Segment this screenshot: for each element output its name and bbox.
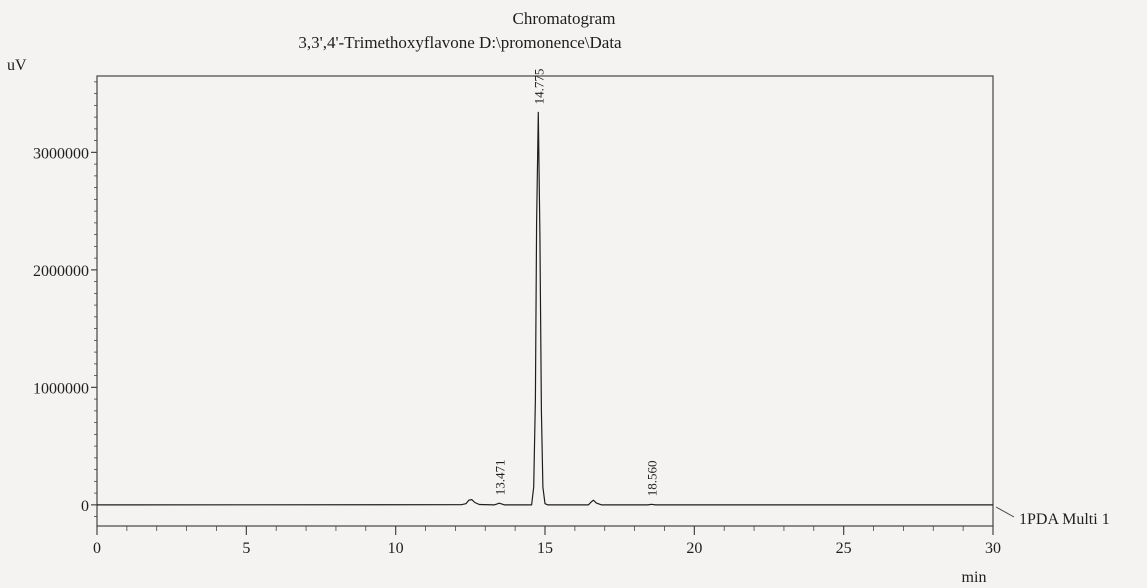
x-tick-label-1: 5 — [242, 540, 250, 557]
peak-label-2: 18.560 — [644, 461, 659, 497]
peak-labels: 13.471 14.775 18.560 — [492, 69, 659, 497]
peak-label-1: 14.775 — [531, 69, 546, 105]
y-tick-label-0: 0 — [81, 498, 89, 515]
x-axis-unit: min — [962, 569, 987, 586]
x-tick-label-4: 20 — [686, 540, 702, 557]
y-tick-label-2: 2000000 — [33, 263, 89, 280]
peak-label-0: 13.471 — [492, 459, 507, 495]
y-tick-label-3: 3000000 — [33, 145, 89, 162]
x-tick-label-6: 30 — [985, 540, 1001, 557]
signal-traces — [96, 111, 993, 506]
chart-title: Chromatogram — [513, 9, 616, 28]
x-tick-label-0: 0 — [93, 540, 101, 557]
chart-subtitle: 3,3',4'-Trimethoxyflavone D:\promonence\… — [298, 33, 622, 52]
y-axis: 0 1000000 2000000 3000000 — [33, 81, 97, 518]
x-tick-label-3: 15 — [537, 540, 553, 557]
y-tick-label-1: 1000000 — [33, 380, 89, 397]
legend-leader — [995, 506, 1015, 518]
plot-frame — [96, 75, 994, 527]
legend-label-1pda-multi-1: 1PDA Multi 1 — [1019, 511, 1110, 528]
x-tick-label-5: 25 — [836, 540, 852, 557]
x-tick-label-2: 10 — [388, 540, 404, 557]
x-axis: 0 5 10 15 20 25 30 — [93, 526, 1001, 557]
series-line-0 — [96, 111, 993, 506]
y-axis-unit: uV — [7, 57, 27, 74]
